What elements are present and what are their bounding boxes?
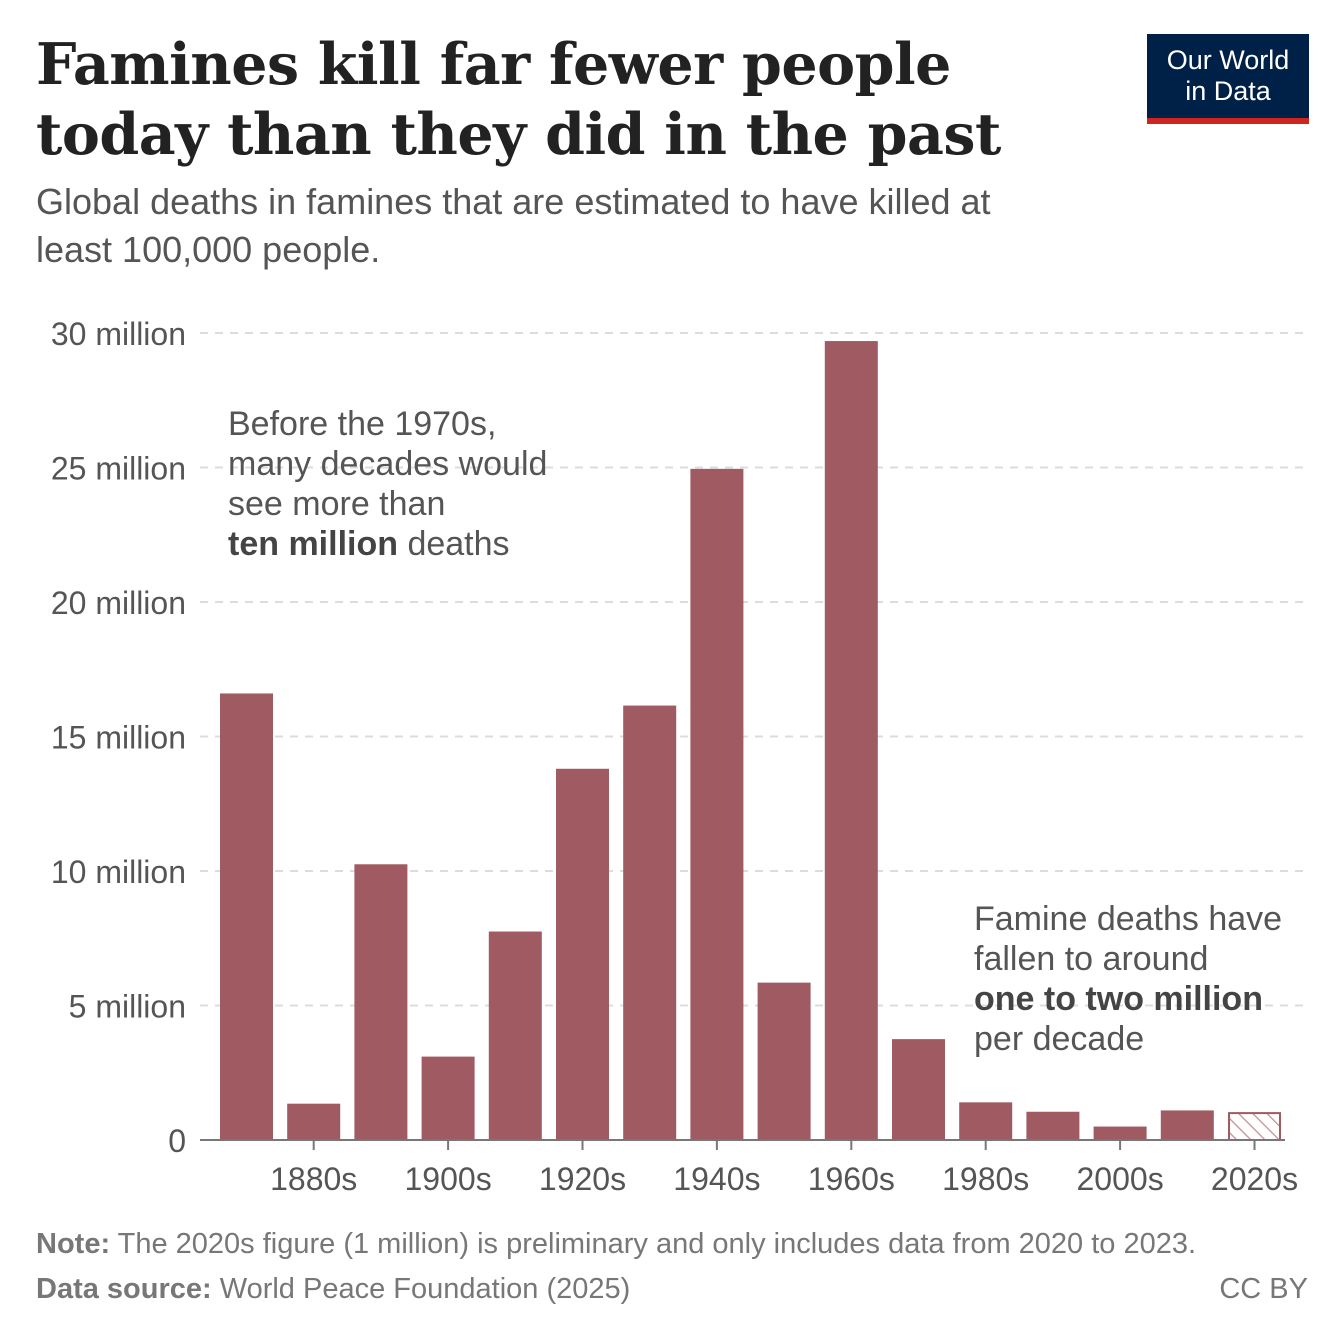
y-axis-ticks: 0 5 million 10 million 15 million 20 million… <box>51 316 186 1159</box>
bar-chart: 0 5 million 10 million 15 million 20 million… <box>51 316 1305 1197</box>
x-tick-label: 1900s <box>405 1161 492 1197</box>
x-tick-label: 1940s <box>673 1161 760 1197</box>
bar-1910s <box>488 931 542 1140</box>
annotation-text: per decade <box>974 1020 1144 1058</box>
bar-1970s <box>892 1039 945 1140</box>
bar-2010s <box>1160 1110 1214 1140</box>
bar-1940s <box>690 468 744 1141</box>
license[interactable]: CC BY <box>1219 1273 1308 1305</box>
x-tick-label: 1980s <box>942 1161 1029 1197</box>
y-tick-label: 25 million <box>51 451 186 487</box>
chart-subtitle: Global deaths in famines that are estima… <box>36 181 991 270</box>
y-tick-label: 15 million <box>51 720 186 756</box>
y-tick-label: 10 million <box>51 854 186 890</box>
owid-logo[interactable]: Our World in Data <box>1147 34 1309 124</box>
bar-1880s <box>287 1103 341 1140</box>
logo-line-2: in Data <box>1185 76 1271 106</box>
bar-1930s <box>623 705 677 1140</box>
y-tick-label: 0 <box>168 1123 186 1159</box>
annotation-text: fallen to around <box>974 940 1208 978</box>
annotation-text: Famine deaths have <box>974 900 1282 938</box>
source-text: World Peace Foundation (2025) <box>211 1273 631 1305</box>
annotations: Before the 1970s, many decades would see m… <box>228 405 1282 1058</box>
bar-2000s <box>1093 1126 1147 1140</box>
x-tick-label: 1880s <box>270 1161 357 1197</box>
bars <box>220 341 1281 1141</box>
footer-source: Data source: World Peace Foundation (202… <box>36 1273 630 1306</box>
bar-1900s <box>421 1056 475 1140</box>
footer-note: Note: The 2020s figure (1 million) is pr… <box>36 1228 1196 1261</box>
annotation-text: one to two million <box>974 980 1263 1018</box>
y-tick-label: 20 million <box>51 585 186 621</box>
source-label: Data source: <box>36 1273 212 1305</box>
x-tick-label: 1920s <box>539 1161 626 1197</box>
x-tick-label: 2000s <box>1077 1161 1164 1197</box>
x-axis: 1880s 1900s 1920s 1940s 1960s 1980s 2000s 2020s <box>200 1139 1298 1197</box>
bar-1990s <box>1026 1111 1080 1140</box>
annotation-text: Before the 1970s, <box>228 405 496 443</box>
bar-1960s <box>824 341 878 1140</box>
annotation-left: Before the 1970s, many decades would see m… <box>228 405 547 563</box>
chart-title: Famines kill far fewer people today than… <box>36 31 1001 168</box>
annotation-text: ten million <box>228 525 398 563</box>
y-tick-label: 5 million <box>69 989 186 1025</box>
annotation-text: deaths <box>398 525 510 563</box>
bar-1920s <box>556 768 609 1140</box>
annotation-text: many decades would <box>228 445 547 483</box>
y-tick-label: 30 million <box>51 316 186 352</box>
bar-1890s <box>354 864 408 1140</box>
bar-1980s <box>959 1102 1013 1140</box>
bar-1870s <box>220 693 273 1140</box>
logo-line-1: Our World <box>1166 45 1290 75</box>
annotation-text: see more than <box>228 485 445 523</box>
x-tick-label: 1960s <box>808 1161 895 1197</box>
x-tick-label: 2020s <box>1211 1161 1298 1197</box>
note-label: Note: <box>36 1228 111 1260</box>
note-text: The 2020s figure (1 million) is prelimin… <box>110 1228 1197 1260</box>
annotation-right: Famine deaths have fallen to around one to… <box>974 900 1282 1058</box>
bar-2020s <box>1228 1112 1281 1141</box>
bar-1950s <box>757 982 811 1140</box>
